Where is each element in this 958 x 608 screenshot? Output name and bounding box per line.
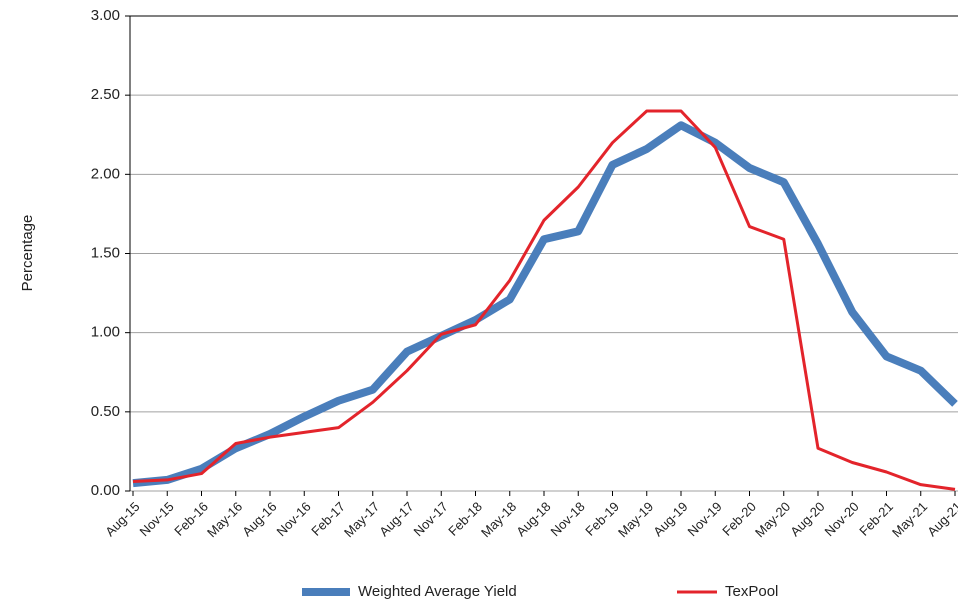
y-axis-label: Percentage xyxy=(19,215,36,292)
x-tick-label: Feb-17 xyxy=(308,499,348,539)
x-tick-label: Nov-19 xyxy=(685,499,725,539)
x-tick-label: Nov-15 xyxy=(137,499,177,539)
x-tick-label: Nov-18 xyxy=(548,499,588,539)
y-tick-label: 2.50 xyxy=(91,86,120,103)
x-tick-label: Aug-17 xyxy=(376,499,416,539)
x-tick-label: Aug-21 xyxy=(924,499,958,539)
x-tick-label: Aug-15 xyxy=(102,499,142,539)
x-tick-label: May-21 xyxy=(889,499,930,540)
x-tick-label: May-19 xyxy=(615,499,656,540)
x-tick-label: Nov-17 xyxy=(411,499,451,539)
x-tick-label: Aug-20 xyxy=(787,499,827,539)
x-tick-label: May-17 xyxy=(341,499,382,540)
x-tick-label: Nov-16 xyxy=(274,499,314,539)
y-tick-label: 3.00 xyxy=(91,7,120,24)
x-tick-label: Feb-19 xyxy=(582,499,622,539)
x-tick-label: Aug-19 xyxy=(650,499,690,539)
x-tick-label: Feb-18 xyxy=(445,499,485,539)
x-tick-label: Aug-16 xyxy=(239,499,279,539)
x-tick-label: May-20 xyxy=(752,499,793,540)
y-tick-label: 2.00 xyxy=(91,165,120,182)
y-tick-label: 1.50 xyxy=(91,244,120,261)
y-tick-label: 0.00 xyxy=(91,482,120,499)
x-tick-label: May-16 xyxy=(204,499,245,540)
x-tick-label: Feb-16 xyxy=(171,499,211,539)
legend-label: Weighted Average Yield xyxy=(358,583,517,600)
x-tick-label: May-18 xyxy=(478,499,519,540)
x-tick-label: Feb-20 xyxy=(719,499,759,539)
x-tick-label: Nov-20 xyxy=(822,499,862,539)
legend-label: TexPool xyxy=(725,583,778,600)
series-line xyxy=(132,109,956,491)
y-tick-label: 0.50 xyxy=(91,403,120,420)
series-line xyxy=(132,121,958,488)
x-tick-label: Aug-18 xyxy=(513,499,553,539)
x-tick-label: Feb-21 xyxy=(856,499,896,539)
y-tick-label: 1.00 xyxy=(91,324,120,341)
